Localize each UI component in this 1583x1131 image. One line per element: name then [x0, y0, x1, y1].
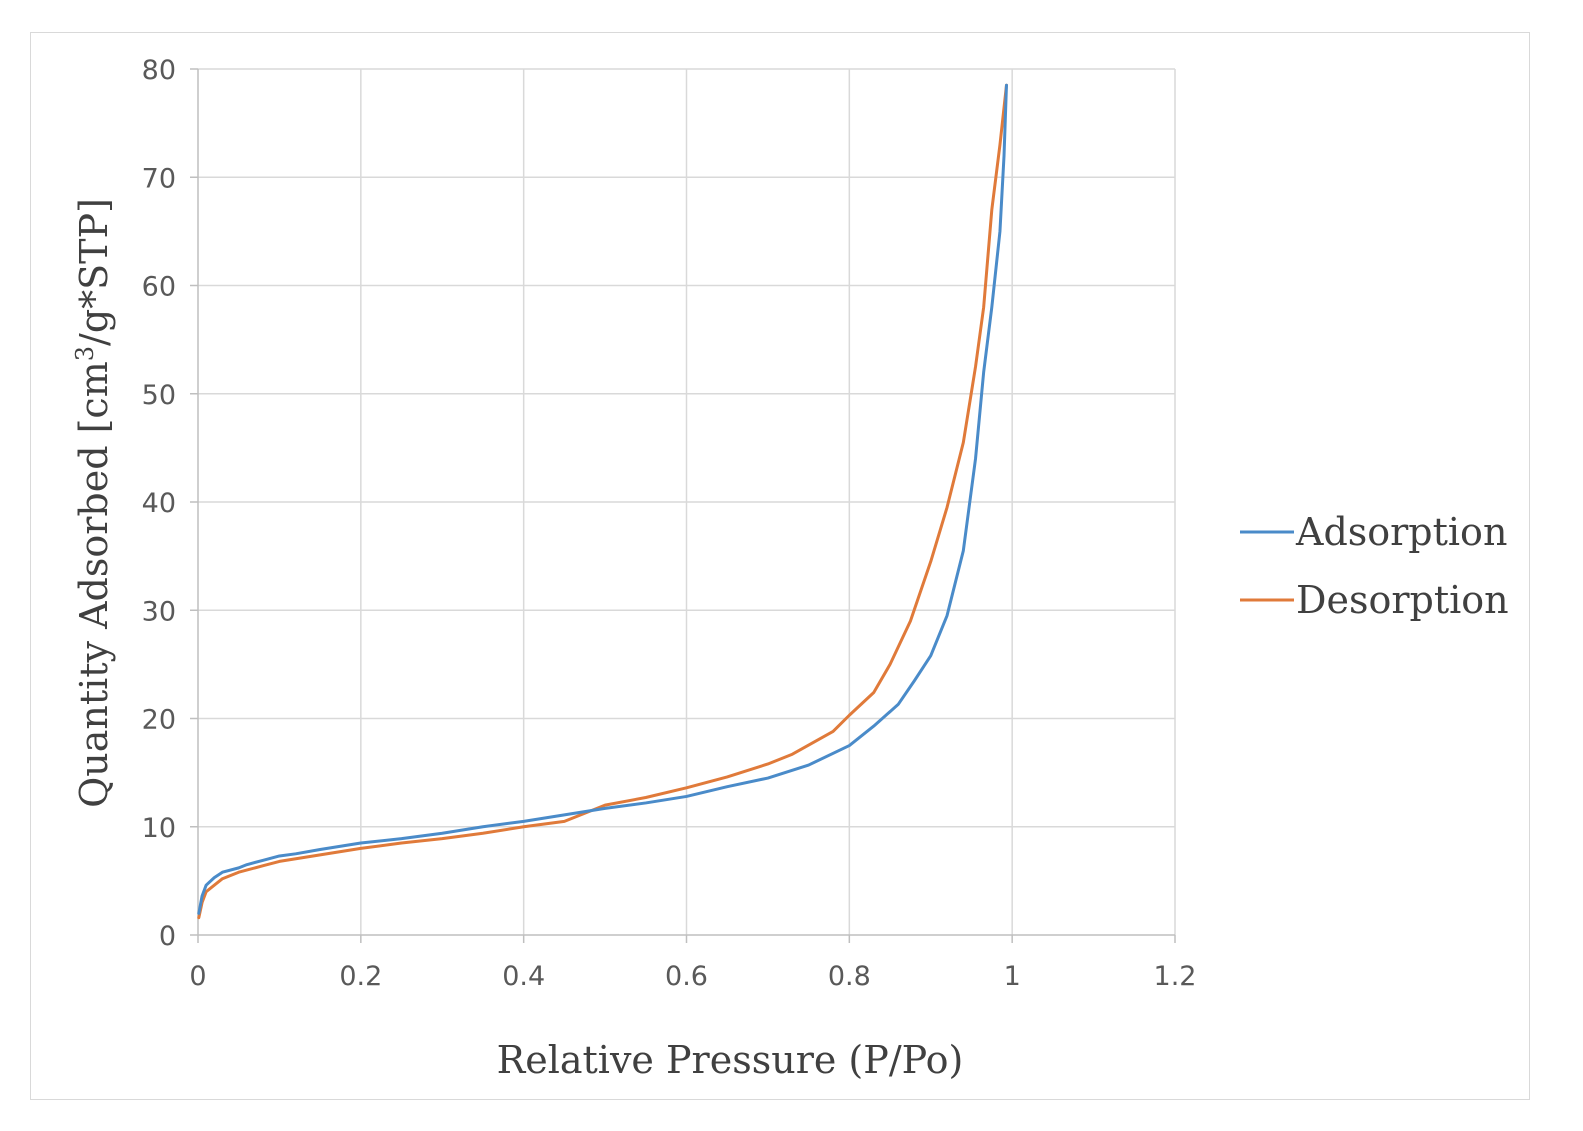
x-tick-label: 0.4: [502, 961, 545, 992]
y-tick-label: 60: [142, 272, 176, 303]
axes: [190, 68, 1176, 943]
y-tick-label: 80: [142, 55, 176, 86]
y-tick-label: 50: [142, 380, 176, 411]
x-tick-label: 0.2: [339, 961, 382, 992]
y-axis-title-tail: /g*STP]: [72, 198, 116, 346]
legend-label-adsorption: Adsorption: [1295, 510, 1507, 554]
x-tick-label: 0.8: [828, 961, 871, 992]
legend: Adsorption Desorption: [1240, 510, 1509, 622]
y-tick-label: 40: [142, 488, 176, 519]
y-tick-label: 30: [142, 596, 176, 627]
x-axis-title: Relative Pressure (P/Po): [497, 1038, 964, 1082]
y-axis-title-superscript: 3: [71, 346, 99, 361]
y-tick-label: 70: [142, 163, 176, 194]
x-tick-label: 1.2: [1154, 961, 1197, 992]
x-tick-labels: 0 0.2 0.4 0.6 0.8 1 1.2: [189, 961, 1196, 992]
series-lines: [197, 83, 1008, 920]
series-line-desorption: [197, 83, 1008, 920]
y-tick-label: 10: [142, 813, 176, 844]
y-tick-label: 20: [142, 705, 176, 736]
x-tick-label: 0.6: [665, 961, 708, 992]
y-tick-label: 0: [159, 921, 176, 952]
y-axis-title: Quantity Adsorbed [cm3/g*STP]: [71, 198, 116, 808]
y-tick-labels: 0 10 20 30 40 50 60 70 80: [142, 55, 176, 952]
x-tick-label: 1: [1004, 961, 1021, 992]
chart-frame: [30, 32, 1530, 1100]
y-axis-title-main: Quantity Adsorbed [cm: [72, 361, 116, 808]
grid-lines: [198, 68, 1176, 935]
legend-label-desorption: Desorption: [1296, 578, 1509, 622]
series-line-adsorption: [197, 83, 1008, 915]
x-tick-label: 0: [189, 961, 206, 992]
